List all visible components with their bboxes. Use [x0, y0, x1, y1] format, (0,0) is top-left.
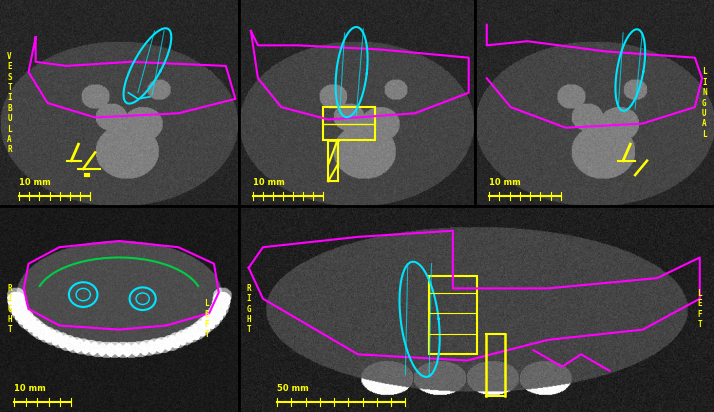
Bar: [429, 276, 477, 354]
Bar: [323, 107, 375, 140]
Text: L
I
N
G
U
A
L: L I N G U A L: [702, 67, 707, 139]
Text: L
E
F
T: L E F T: [204, 299, 209, 339]
Text: 10 mm: 10 mm: [19, 178, 51, 187]
Text: 10 mm: 10 mm: [253, 178, 285, 187]
Text: 10 mm: 10 mm: [489, 178, 521, 187]
Text: V
E
S
T
I
B
U
L
A
R: V E S T I B U L A R: [7, 52, 12, 154]
Text: 50 mm: 50 mm: [277, 384, 309, 393]
Text: R
I
G
H
T: R I G H T: [246, 284, 251, 334]
Text: L
E
F
T: L E F T: [698, 289, 702, 329]
Text: 10 mm: 10 mm: [14, 384, 46, 393]
Text: R
I
G
H
T: R I G H T: [7, 284, 12, 334]
